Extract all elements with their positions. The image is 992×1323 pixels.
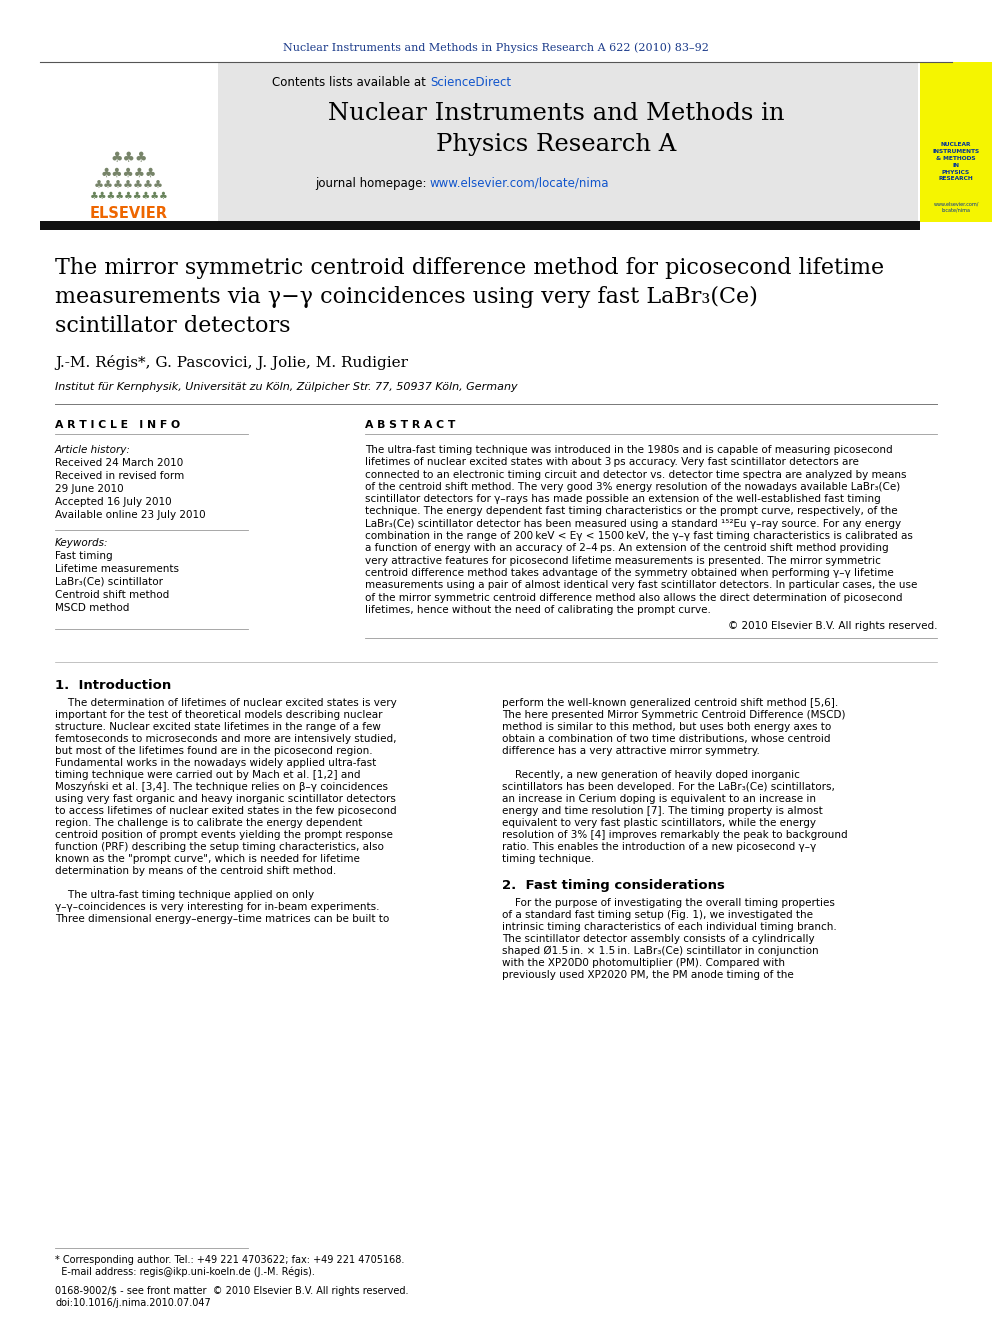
Text: journal homepage:: journal homepage:: [314, 176, 430, 189]
Text: method is similar to this method, but uses both energy axes to: method is similar to this method, but us…: [502, 722, 831, 732]
Bar: [218, 62, 918, 222]
Text: Received 24 March 2010: Received 24 March 2010: [55, 458, 184, 468]
Text: equivalent to very fast plastic scintillators, while the energy: equivalent to very fast plastic scintill…: [502, 818, 816, 828]
Text: LaBr₃(Ce) scintillator: LaBr₃(Ce) scintillator: [55, 577, 163, 587]
Text: structure. Nuclear excited state lifetimes in the range of a few: structure. Nuclear excited state lifetim…: [55, 722, 381, 732]
Text: energy and time resolution [7]. The timing property is almost: energy and time resolution [7]. The timi…: [502, 806, 822, 816]
Text: ♣♣♣♣♣♣♣♣♣: ♣♣♣♣♣♣♣♣♣: [89, 191, 169, 201]
Text: Physics Research A: Physics Research A: [435, 134, 677, 156]
Text: ♣♣♣: ♣♣♣: [110, 151, 148, 165]
Text: with the XP20D0 photomultiplier (PM). Compared with: with the XP20D0 photomultiplier (PM). Co…: [502, 958, 785, 968]
Text: shaped Ø1.5 in. × 1.5 in. LaBr₃(Ce) scintillator in conjunction: shaped Ø1.5 in. × 1.5 in. LaBr₃(Ce) scin…: [502, 946, 818, 957]
Text: Fundamental works in the nowadays widely applied ultra-fast: Fundamental works in the nowadays widely…: [55, 758, 376, 769]
Text: For the purpose of investigating the overall timing properties: For the purpose of investigating the ove…: [502, 898, 835, 908]
Text: intrinsic timing characteristics of each individual timing branch.: intrinsic timing characteristics of each…: [502, 922, 836, 933]
Text: Institut für Kernphysik, Universität zu Köln, Zülpicher Str. 77, 50937 Köln, Ger: Institut für Kernphysik, Universität zu …: [55, 382, 518, 392]
Text: 0168-9002/$ - see front matter  © 2010 Elsevier B.V. All rights reserved.: 0168-9002/$ - see front matter © 2010 El…: [55, 1286, 409, 1297]
Text: ScienceDirect: ScienceDirect: [430, 77, 511, 90]
Text: Three dimensional energy–energy–time matrices can be built to: Three dimensional energy–energy–time mat…: [55, 914, 389, 925]
Text: but most of the lifetimes found are in the picosecond region.: but most of the lifetimes found are in t…: [55, 746, 373, 757]
Text: scintillators has been developed. For the LaBr₃(Ce) scintillators,: scintillators has been developed. For th…: [502, 782, 835, 792]
Text: Nuclear Instruments and Methods in: Nuclear Instruments and Methods in: [327, 102, 785, 124]
Text: E-mail address: regis@ikp.uni-koeln.de (J.-M. Régis).: E-mail address: regis@ikp.uni-koeln.de (…: [55, 1266, 314, 1277]
Text: determination by means of the centroid shift method.: determination by means of the centroid s…: [55, 867, 336, 876]
Text: Keywords:: Keywords:: [55, 538, 108, 548]
Text: J.-M. Régis*, G. Pascovici, J. Jolie, M. Rudigier: J.-M. Régis*, G. Pascovici, J. Jolie, M.…: [55, 356, 408, 370]
Text: γ–γ–coincidences is very interesting for in-beam experiments.: γ–γ–coincidences is very interesting for…: [55, 902, 380, 912]
Text: function (PRF) describing the setup timing characteristics, also: function (PRF) describing the setup timi…: [55, 843, 384, 852]
Text: to access lifetimes of nuclear exited states in the few picosecond: to access lifetimes of nuclear exited st…: [55, 806, 397, 816]
Text: Lifetime measurements: Lifetime measurements: [55, 564, 179, 574]
Text: Moszyński et al. [3,4]. The technique relies on β–γ coincidences: Moszyński et al. [3,4]. The technique re…: [55, 782, 388, 792]
Text: lifetimes of nuclear excited states with about 3 ps accuracy. Very fast scintill: lifetimes of nuclear excited states with…: [365, 458, 859, 467]
Text: Article history:: Article history:: [55, 445, 131, 455]
Text: important for the test of theoretical models describing nuclear: important for the test of theoretical mo…: [55, 710, 383, 720]
Text: combination in the range of 200 keV < Eγ < 1500 keV, the γ–γ fast timing charact: combination in the range of 200 keV < Eγ…: [365, 531, 913, 541]
Text: ELSEVIER: ELSEVIER: [90, 205, 168, 221]
Text: measurements via γ−γ coincidences using very fast LaBr₃(Ce): measurements via γ−γ coincidences using …: [55, 286, 758, 308]
Bar: [40, 62, 218, 222]
Text: The determination of lifetimes of nuclear excited states is very: The determination of lifetimes of nuclea…: [55, 699, 397, 708]
Text: www.elsevier.com/
locate/nima: www.elsevier.com/ locate/nima: [933, 201, 979, 213]
Text: timing technique.: timing technique.: [502, 855, 594, 864]
Text: NUCLEAR
INSTRUMENTS
& METHODS
IN
PHYSICS
RESEARCH: NUCLEAR INSTRUMENTS & METHODS IN PHYSICS…: [932, 143, 979, 181]
Text: © 2010 Elsevier B.V. All rights reserved.: © 2010 Elsevier B.V. All rights reserved…: [727, 622, 937, 631]
Text: The here presented Mirror Symmetric Centroid Difference (MSCD): The here presented Mirror Symmetric Cent…: [502, 710, 845, 720]
Text: technique. The energy dependent fast timing characteristics or the prompt curve,: technique. The energy dependent fast tim…: [365, 507, 898, 516]
Text: difference has a very attractive mirror symmetry.: difference has a very attractive mirror …: [502, 746, 760, 757]
Text: Nuclear Instruments and Methods in Physics Research A 622 (2010) 83–92: Nuclear Instruments and Methods in Physi…: [283, 42, 709, 53]
Text: connected to an electronic timing circuit and detector vs. detector time spectra: connected to an electronic timing circui…: [365, 470, 907, 480]
Bar: [920, 62, 992, 222]
Text: LaBr₃(Ce) scintillator detector has been measured using a standard ¹⁵²Eu γ–ray s: LaBr₃(Ce) scintillator detector has been…: [365, 519, 901, 529]
Text: centroid position of prompt events yielding the prompt response: centroid position of prompt events yield…: [55, 831, 393, 840]
Text: ♣♣♣♣♣♣♣: ♣♣♣♣♣♣♣: [94, 181, 164, 191]
Text: scintillator detectors for γ–rays has made possible an extension of the well-est: scintillator detectors for γ–rays has ma…: [365, 495, 881, 504]
Text: region. The challenge is to calibrate the energy dependent: region. The challenge is to calibrate th…: [55, 818, 362, 828]
Text: The ultra-fast timing technique applied on only: The ultra-fast timing technique applied …: [55, 890, 314, 900]
Text: using very fast organic and heavy inorganic scintillator detectors: using very fast organic and heavy inorga…: [55, 794, 396, 804]
Bar: [40, 221, 920, 230]
Text: lifetimes, hence without the need of calibrating the prompt curve.: lifetimes, hence without the need of cal…: [365, 605, 711, 615]
Text: resolution of 3% [4] improves remarkably the peak to background: resolution of 3% [4] improves remarkably…: [502, 831, 847, 840]
Text: 29 June 2010: 29 June 2010: [55, 484, 124, 493]
Text: Received in revised form: Received in revised form: [55, 471, 185, 482]
Text: A B S T R A C T: A B S T R A C T: [365, 419, 455, 430]
Text: previously used XP2020 PM, the PM anode timing of the: previously used XP2020 PM, the PM anode …: [502, 970, 794, 980]
Text: Contents lists available at: Contents lists available at: [273, 77, 430, 90]
Text: a function of energy with an accuracy of 2–4 ps. An extension of the centroid sh: a function of energy with an accuracy of…: [365, 544, 889, 553]
Text: obtain a combination of two time distributions, whose centroid: obtain a combination of two time distrib…: [502, 734, 830, 745]
Text: an increase in Cerium doping is equivalent to an increase in: an increase in Cerium doping is equivale…: [502, 794, 816, 804]
Text: of the centroid shift method. The very good 3% energy resolution of the nowadays: of the centroid shift method. The very g…: [365, 482, 901, 492]
Text: 2.  Fast timing considerations: 2. Fast timing considerations: [502, 878, 725, 892]
Text: of the mirror symmetric centroid difference method also allows the direct determ: of the mirror symmetric centroid differe…: [365, 593, 903, 602]
Text: centroid difference method takes advantage of the symmetry obtained when perform: centroid difference method takes advanta…: [365, 568, 894, 578]
Text: scintillator detectors: scintillator detectors: [55, 315, 291, 337]
Text: A R T I C L E   I N F O: A R T I C L E I N F O: [55, 419, 181, 430]
Text: www.elsevier.com/locate/nima: www.elsevier.com/locate/nima: [430, 176, 609, 189]
Text: timing technique were carried out by Mach et al. [1,2] and: timing technique were carried out by Mac…: [55, 770, 360, 781]
Text: Fast timing: Fast timing: [55, 550, 113, 561]
Text: Accepted 16 July 2010: Accepted 16 July 2010: [55, 497, 172, 507]
Text: of a standard fast timing setup (Fig. 1), we investigated the: of a standard fast timing setup (Fig. 1)…: [502, 910, 813, 921]
Text: The ultra-fast timing technique was introduced in the 1980s and is capable of me: The ultra-fast timing technique was intr…: [365, 445, 893, 455]
Text: femtoseconds to microseconds and more are intensively studied,: femtoseconds to microseconds and more ar…: [55, 734, 397, 745]
Text: doi:10.1016/j.nima.2010.07.047: doi:10.1016/j.nima.2010.07.047: [55, 1298, 210, 1308]
Text: ♣♣♣♣♣: ♣♣♣♣♣: [101, 167, 157, 180]
Text: * Corresponding author. Tel.: +49 221 4703622; fax: +49 221 4705168.: * Corresponding author. Tel.: +49 221 47…: [55, 1256, 405, 1265]
Text: very attractive features for picosecond lifetime measurements is presented. The : very attractive features for picosecond …: [365, 556, 881, 566]
Text: ratio. This enables the introduction of a new picosecond γ–γ: ratio. This enables the introduction of …: [502, 843, 816, 852]
Text: The scintillator detector assembly consists of a cylindrically: The scintillator detector assembly consi…: [502, 934, 814, 945]
Text: Centroid shift method: Centroid shift method: [55, 590, 170, 601]
Text: Available online 23 July 2010: Available online 23 July 2010: [55, 509, 205, 520]
Text: 1.  Introduction: 1. Introduction: [55, 679, 172, 692]
Text: perform the well-known generalized centroid shift method [5,6].: perform the well-known generalized centr…: [502, 699, 838, 708]
Text: known as the "prompt curve", which is needed for lifetime: known as the "prompt curve", which is ne…: [55, 855, 360, 864]
Text: MSCD method: MSCD method: [55, 603, 129, 613]
Text: The mirror symmetric centroid difference method for picosecond lifetime: The mirror symmetric centroid difference…: [55, 257, 884, 279]
Text: Recently, a new generation of heavily doped inorganic: Recently, a new generation of heavily do…: [502, 770, 800, 781]
Text: measurements using a pair of almost identical very fast scintillator detectors. : measurements using a pair of almost iden…: [365, 581, 918, 590]
